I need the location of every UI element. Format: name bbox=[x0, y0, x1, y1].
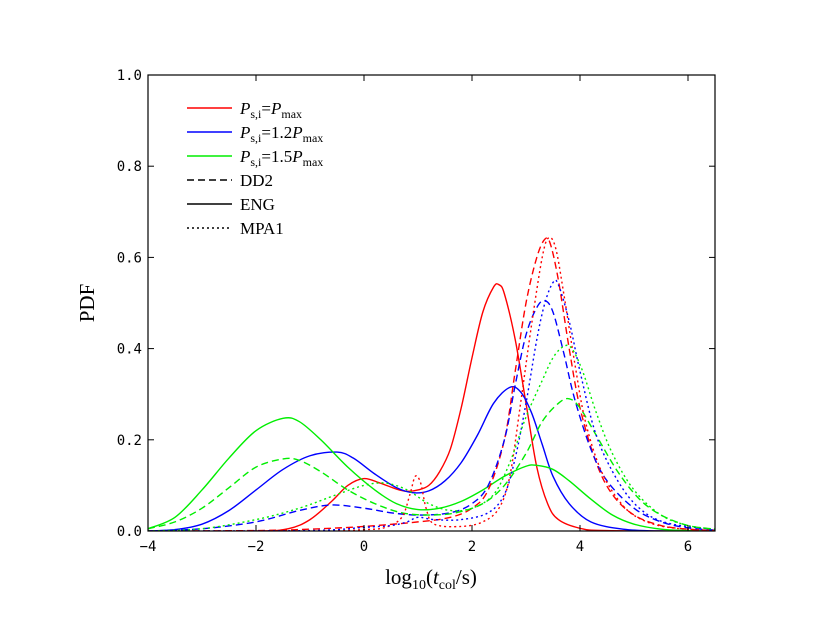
y-tick-label: 0.4 bbox=[117, 342, 142, 358]
y-tick-label: 0.2 bbox=[117, 433, 142, 449]
series-line-2 bbox=[148, 417, 715, 531]
y-tick-label: 0.6 bbox=[117, 250, 142, 266]
y-tick-label: 1.0 bbox=[117, 68, 142, 84]
legend-label-5: MPA1 bbox=[240, 219, 284, 238]
series-line-5 bbox=[148, 397, 715, 530]
series-line-8 bbox=[148, 344, 715, 531]
legend-label-1: Ps,i=1.2Pmax bbox=[239, 123, 323, 145]
legend-label-2: Ps,i=1.5Pmax bbox=[239, 147, 323, 169]
y-tick-label: 0.0 bbox=[117, 524, 142, 540]
series-line-4 bbox=[148, 299, 715, 531]
x-tick-label: 0 bbox=[360, 539, 368, 555]
legend-label-4: ENG bbox=[240, 195, 275, 214]
y-tick-label: 0.8 bbox=[117, 159, 142, 175]
x-tick-label: −4 bbox=[140, 539, 157, 555]
series-group bbox=[148, 236, 715, 531]
legend-label-3: DD2 bbox=[240, 171, 273, 190]
x-tick-label: −2 bbox=[248, 539, 265, 555]
x-axis-title: log10(tcol/s) bbox=[385, 565, 477, 593]
legend-label-0: Ps,i=Pmax bbox=[239, 99, 302, 121]
plot-frame bbox=[147, 74, 716, 532]
series-line-0 bbox=[148, 283, 715, 531]
series-line-7 bbox=[148, 279, 715, 531]
x-tick-label: 4 bbox=[576, 539, 584, 555]
series-line-3 bbox=[148, 237, 715, 531]
x-tick-label: 2 bbox=[468, 539, 476, 555]
series-line-6 bbox=[148, 236, 715, 531]
series-line-1 bbox=[148, 385, 715, 531]
y-axis-title: PDF bbox=[75, 284, 99, 323]
axis-ticks: −4 −2 0 2 4 6 0.0 0.2 0.4 0.6 0.8 1.0 bbox=[117, 68, 715, 555]
x-tick-label: 6 bbox=[684, 539, 692, 555]
